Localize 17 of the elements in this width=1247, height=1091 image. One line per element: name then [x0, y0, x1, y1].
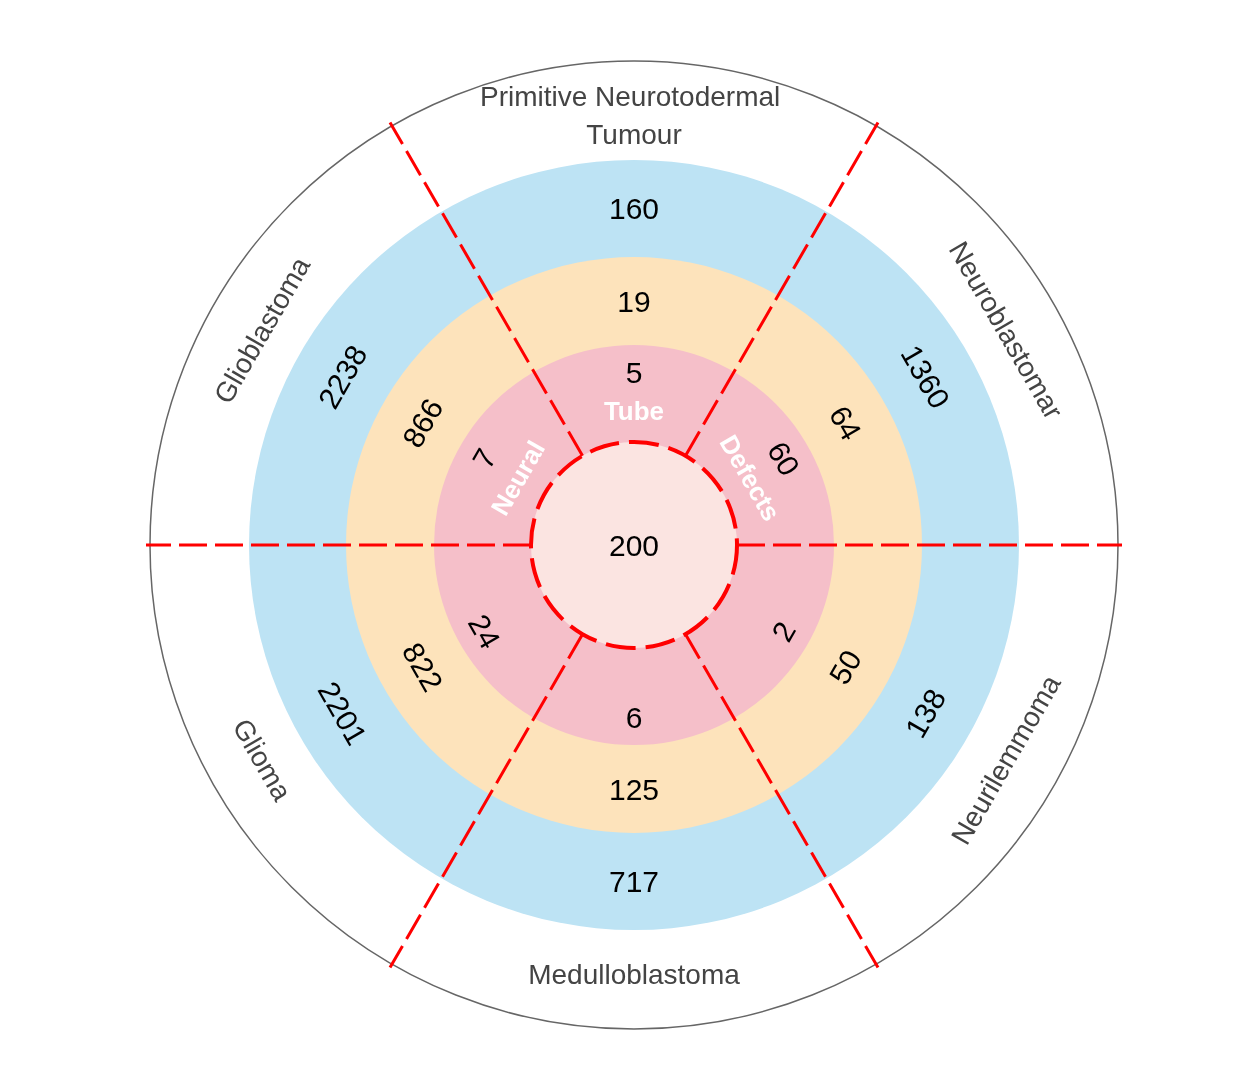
- data-label: 6: [625, 701, 643, 735]
- data-label: 125: [608, 772, 660, 806]
- data-label: 717: [608, 865, 660, 898]
- data-label: 7: [465, 443, 503, 475]
- data-label: 50: [822, 644, 868, 690]
- data-label: 64: [822, 400, 868, 446]
- data-label: 822: [395, 637, 450, 697]
- data-label: 2: [765, 615, 803, 647]
- data-label: 5: [625, 355, 643, 389]
- data-label: 19: [617, 284, 651, 318]
- text: 200: [608, 528, 660, 562]
- data-label: 138: [898, 683, 953, 744]
- category-label: Medulloblastoma: [528, 959, 741, 990]
- data-label: 24: [461, 608, 507, 655]
- data-label: 866: [395, 393, 450, 453]
- data-label: 160: [608, 192, 660, 225]
- category-label: Primitive Neurotodermal Tumour: [479, 81, 789, 150]
